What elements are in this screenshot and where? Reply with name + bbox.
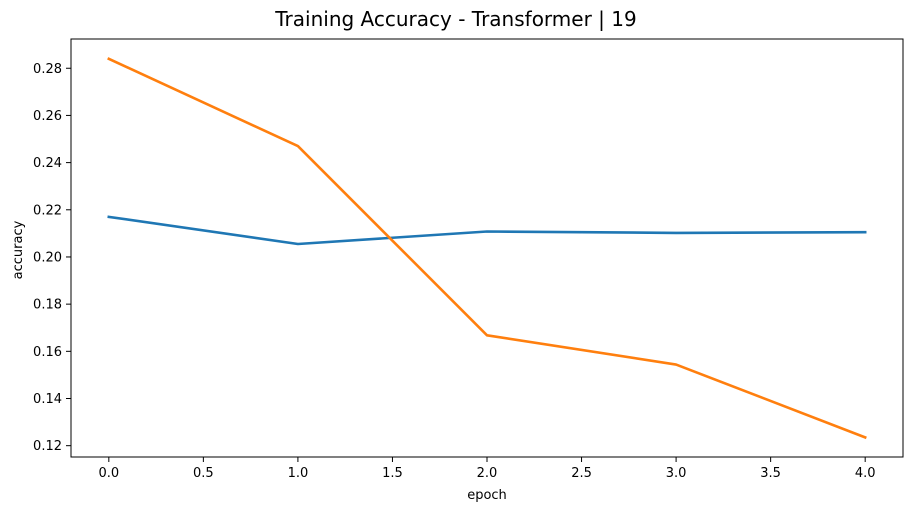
x-tick-label: 0.5 <box>193 466 214 481</box>
x-tick-label: 3.5 <box>760 466 781 481</box>
x-axis-title: epoch <box>467 488 507 503</box>
x-tick-label: 2.0 <box>477 466 498 481</box>
y-tick-label: 0.14 <box>33 392 62 407</box>
x-tick-label: 1.0 <box>288 466 309 481</box>
plot-area <box>70 38 904 458</box>
series-line-1 <box>107 215 867 246</box>
y-tick-label: 0.26 <box>33 109 62 124</box>
axis-ticks: 0.0 0.5 1.0 1.5 2.0 2.5 3.0 3.5 4.0 0.12 0.14 0.16 0… <box>33 62 875 481</box>
y-tick-label: 0.18 <box>33 298 62 313</box>
y-tick-label: 0.20 <box>33 250 62 265</box>
y-tick-label: 0.22 <box>33 203 62 218</box>
series-line-2 <box>107 57 867 440</box>
y-tick-label: 0.24 <box>33 156 62 171</box>
x-tick-label: 4.0 <box>855 466 876 481</box>
x-tick-label: 2.5 <box>571 466 592 481</box>
y-tick-label: 0.28 <box>33 62 62 77</box>
chart-title: Training Accuracy - Transformer | 19 <box>274 7 636 31</box>
x-tick-label: 1.5 <box>382 466 403 481</box>
x-tick-label: 3.0 <box>666 466 687 481</box>
y-axis-title: accuracy <box>11 220 26 279</box>
y-tick-label: 0.16 <box>33 345 62 360</box>
y-tick-label: 0.12 <box>33 439 62 454</box>
axes-frame <box>70 38 904 458</box>
x-tick-label: 0.0 <box>98 466 119 481</box>
